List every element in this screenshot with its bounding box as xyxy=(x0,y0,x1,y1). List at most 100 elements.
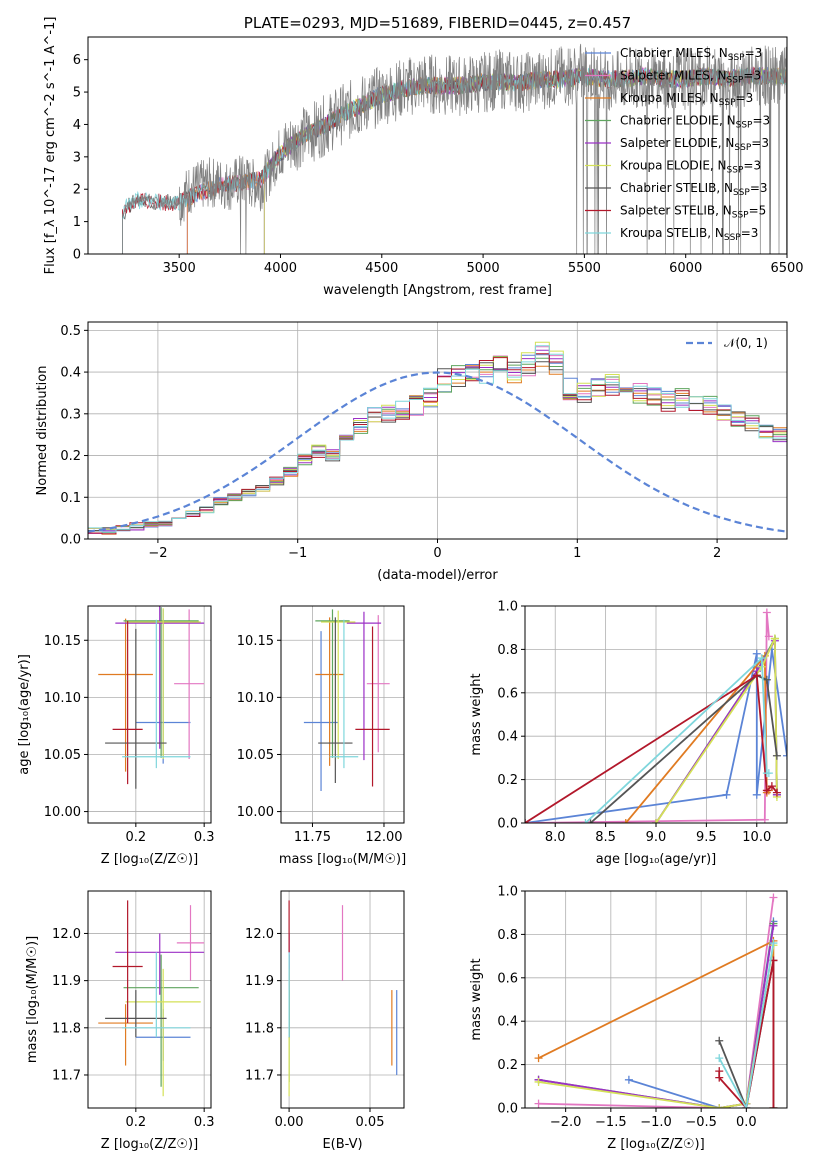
mw-point-salpeter_stelib xyxy=(752,671,761,680)
mw-point-kroupa_stelib xyxy=(757,654,766,663)
mw-point-salpeter_stelib xyxy=(762,786,771,795)
y-axis-label: mass [log₁₀(M/M☉)] xyxy=(25,936,40,1063)
y-tick-label: 11.7 xyxy=(52,1068,81,1083)
x-tick-label: 11.75 xyxy=(294,830,331,845)
y-tick-label: 0.2 xyxy=(497,1058,518,1073)
y-tick-label: 1.0 xyxy=(497,600,518,615)
x-tick-label: 4500 xyxy=(365,261,398,276)
mw-point-salpeter_stelib xyxy=(767,782,776,791)
x-tick-label: 8.5 xyxy=(595,830,616,845)
y-tick-label: 10.10 xyxy=(237,691,274,706)
x-tick-label: 9.0 xyxy=(646,830,667,845)
x-tick-label: −2.0 xyxy=(550,1115,582,1130)
axes-spectrum: 3500 4000 4500 5000 5500 6000 6500 0 1 2 3 4 5 6 wavel… xyxy=(43,17,804,298)
y-tick-label: 10.10 xyxy=(44,691,81,706)
mw-point-chabrier_miles xyxy=(752,649,761,658)
x-axis-label: mass [log₁₀(M/M☉)] xyxy=(279,852,406,867)
y-axis-label: age [log₁₀(age/yr)] xyxy=(17,654,32,775)
plot-area-mass_weight_vs_Z xyxy=(534,893,778,1108)
x-tick-label: 5500 xyxy=(568,261,601,276)
legend-label-salpeter_elodie: Salpeter ELODIE, NSSP=3 xyxy=(620,136,769,153)
x-axis-label: Z [log₁₀(Z/Z☉)] xyxy=(101,1137,198,1152)
axes-age_vs_mass: 11.75 12.00 10.00 10.05 10.10 10.15 mass [log₁… xyxy=(237,605,406,867)
axes-frame xyxy=(280,890,405,1109)
x-axis-label: Z [log₁₀(Z/Z☉)] xyxy=(101,852,198,867)
mw-point-chabrier_miles xyxy=(783,751,787,760)
y-tick-label: 0.8 xyxy=(497,928,518,943)
y-tick-label: 10.15 xyxy=(44,634,81,649)
mw-point-kroupa_elodie xyxy=(534,1077,543,1086)
x-axis-label: wavelength [Angstrom, rest frame] xyxy=(323,283,552,298)
x-tick-label: −0.5 xyxy=(685,1115,717,1130)
y-tick-label: 3 xyxy=(73,150,81,165)
y-tick-label: 4 xyxy=(73,118,81,133)
y-tick-label: 6 xyxy=(73,53,81,68)
legend-label-chabrier_miles: Chabrier MILES, NSSP=3 xyxy=(620,46,762,63)
mw-point-kroupa_stelib xyxy=(581,819,590,823)
hist-kroupa_stelib xyxy=(88,345,787,539)
y-tick-label: 11.8 xyxy=(245,1021,274,1036)
mw-point-chabrier_stelib xyxy=(715,1036,724,1045)
x-tick-label: 4000 xyxy=(264,261,297,276)
axes-frame xyxy=(87,890,212,1109)
y-tick-label: 11.8 xyxy=(52,1021,81,1036)
legend-label-kroupa_elodie: Kroupa ELODIE, NSSP=3 xyxy=(620,159,761,176)
mw-point-kroupa_stelib xyxy=(764,769,773,778)
mw-line-kroupa_miles xyxy=(625,653,770,823)
x-tick-label: 2 xyxy=(713,546,721,561)
x-tick-label: 6500 xyxy=(770,261,803,276)
y-tick-label: 0.6 xyxy=(497,971,518,986)
mw-point-chabrier_stelib xyxy=(772,751,781,760)
y-tick-label: 0.2 xyxy=(497,773,518,788)
figure-title: PLATE=0293, MJD=51689, FIBERID=0445, z=0… xyxy=(244,14,631,32)
legend-label-kroupa_miles: Kroupa MILES, NSSP=3 xyxy=(620,91,753,108)
legend-label-kroupa_stelib: Kroupa STELIB, NSSP=3 xyxy=(620,226,758,243)
mw-point-salpeter_miles xyxy=(769,893,778,902)
y-tick-label: 11.7 xyxy=(245,1068,274,1083)
y-tick-label: 0.0 xyxy=(497,1102,518,1117)
mw-point-kroupa_miles xyxy=(534,1054,543,1063)
y-tick-label: 1 xyxy=(73,215,81,230)
y-tick-label: 1.0 xyxy=(497,885,518,900)
plot-area-spectrum xyxy=(122,43,787,254)
axes-mass_vs_Z: 0.2 0.3 11.7 11.8 11.9 12.0 Z [log₁₀(Z/Z☉)] mas… xyxy=(25,890,215,1152)
spectrum-data-line xyxy=(122,43,787,254)
mw-point-chabrier_miles xyxy=(624,1075,633,1084)
plot-area-mass_vs_Z xyxy=(98,900,205,1097)
y-tick-label: 12.0 xyxy=(52,927,81,942)
x-axis-label: E(B-V) xyxy=(322,1137,362,1152)
legend-label-normal: 𝒩(0, 1) xyxy=(724,336,768,350)
legend-label-chabrier_stelib: Chabrier STELIB, NSSP=3 xyxy=(620,181,768,198)
axes-age_vs_Z: 0.2 0.3 10.00 10.05 10.10 10.15 Z [log₁₀(Z/Z☉)… xyxy=(17,605,215,867)
x-tick-label: 0.2 xyxy=(125,1115,146,1130)
y-axis-label: mass weight xyxy=(469,958,484,1040)
mw-point-chabrier_stelib xyxy=(762,675,771,684)
x-tick-label: −2 xyxy=(148,546,167,561)
mw-point-chabrier_stelib xyxy=(586,819,595,823)
mw-point-kroupa_stelib xyxy=(769,939,778,948)
axes-mass_vs_ebv: 0.00 0.05 11.7 11.8 11.9 12.0 E(B-V) xyxy=(245,890,405,1152)
mw-point-chabrier_miles xyxy=(752,790,761,799)
x-tick-label: 0 xyxy=(433,546,441,561)
y-tick-label: 2 xyxy=(73,183,81,198)
x-tick-label: 0.2 xyxy=(125,830,146,845)
axes-mass_weight_vs_Z: −2.0 −1.5 −1.0 −0.5 0.0 0.0 0.2 0.4 0.6 0.8 1.0 Z [… xyxy=(469,885,788,1152)
y-axis-label: Normed distribution xyxy=(35,366,50,496)
y-tick-label: 0.8 xyxy=(497,643,518,658)
mw-point-kroupa_elodie xyxy=(652,819,660,823)
y-tick-label: 12.0 xyxy=(245,927,274,942)
mw-point-salpeter_miles xyxy=(534,1099,543,1108)
mw-point-kroupa_stelib xyxy=(742,1104,751,1108)
x-tick-label: 9.5 xyxy=(696,830,717,845)
mw-point-salpeter_stelib xyxy=(772,788,781,797)
x-tick-label: −1 xyxy=(288,546,307,561)
mw-point-salpeter_elodie xyxy=(769,921,778,930)
mw-point-salpeter_miles xyxy=(760,815,769,823)
x-axis-label: age [log₁₀(age/yr)] xyxy=(596,852,717,867)
x-tick-label: 0.0 xyxy=(736,1115,757,1130)
y-tick-label: 0.4 xyxy=(497,730,518,745)
x-tick-label: −1.0 xyxy=(640,1115,672,1130)
y-tick-label: 0.0 xyxy=(497,817,518,832)
y-tick-label: 0.6 xyxy=(497,686,518,701)
y-axis-label: mass weight xyxy=(469,673,484,755)
